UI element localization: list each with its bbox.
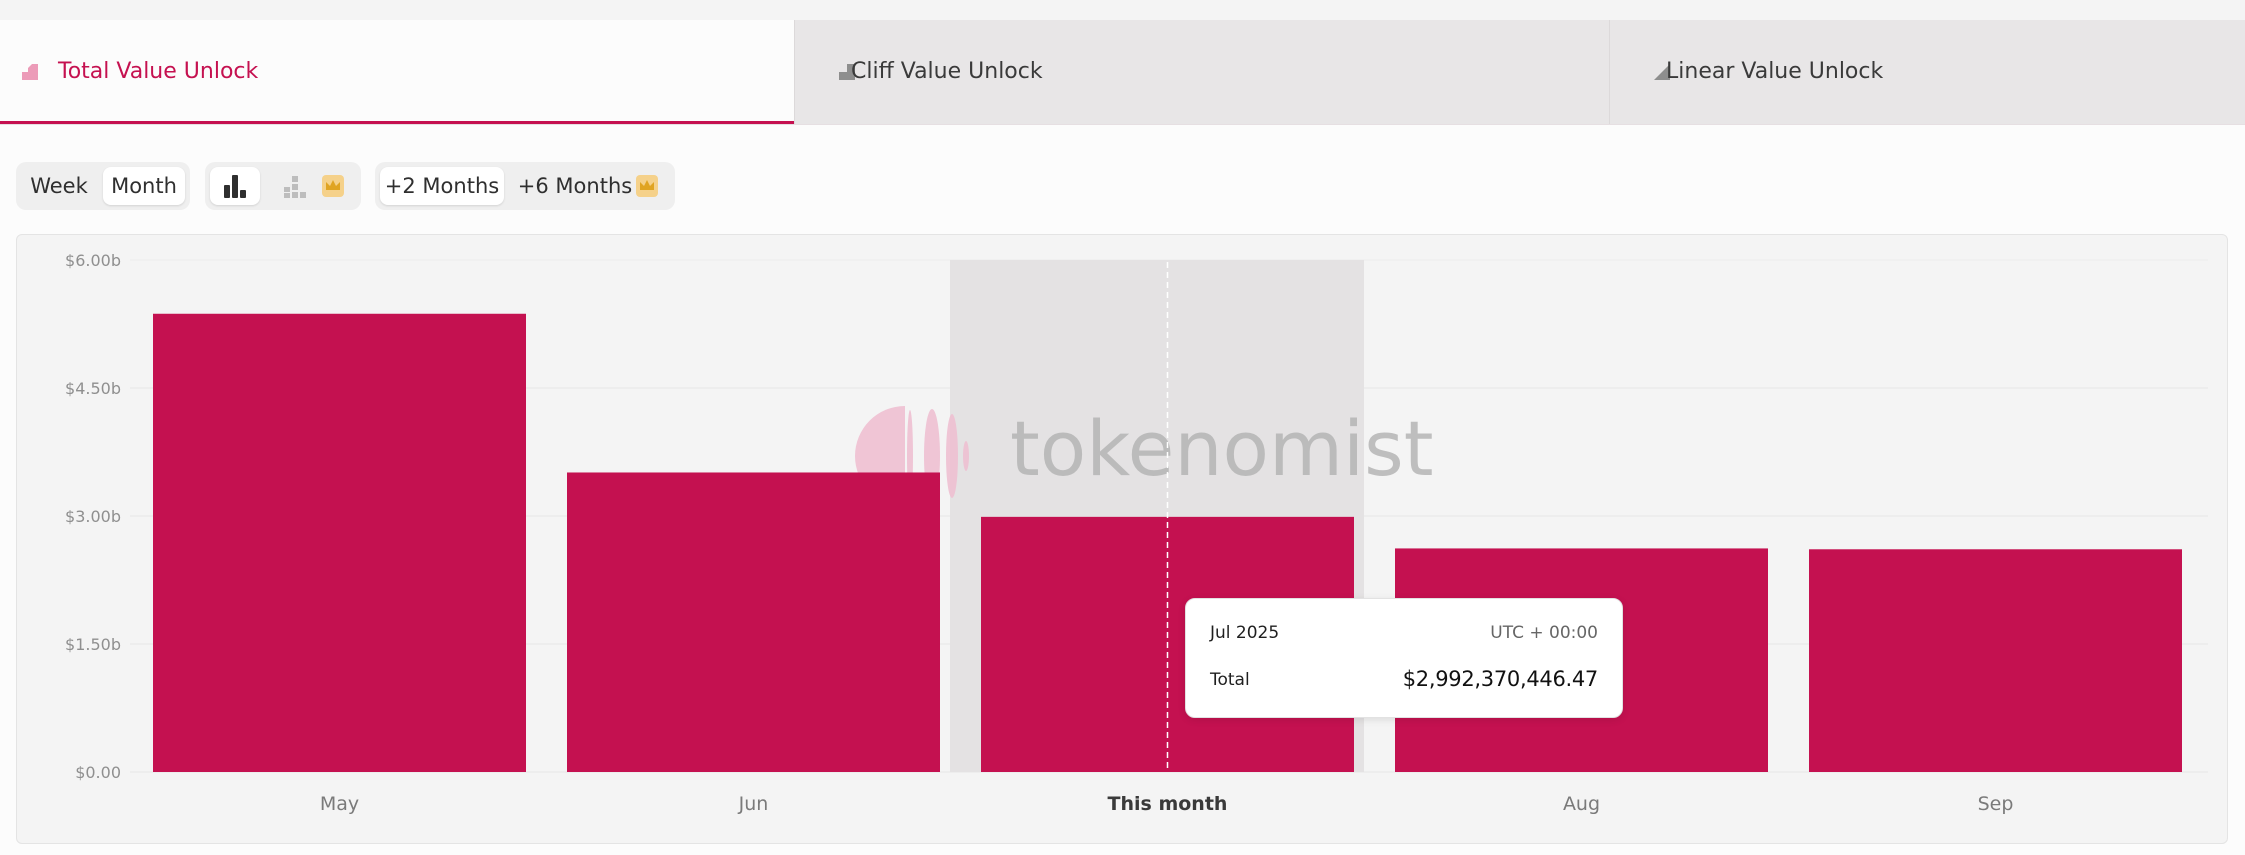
top-strip [0,0,2245,20]
premium-crown-icon [636,175,658,197]
tooltip-value: $2,992,370,446.47 [1402,667,1599,691]
linear-unlock-icon [1654,64,1670,80]
tab-total-value-unlock[interactable]: Total Value Unlock [0,20,794,124]
x-tick-label: Jun [738,793,769,815]
ticks-layer: $0.00 $1.50b $3.00b $4.50b $6.00b May Jun This … [65,251,2013,815]
crown-icon [322,175,344,197]
month-button[interactable]: Month [103,167,185,205]
x-tick-label: This month [1108,793,1228,815]
y-tick-label: $0.00 [75,763,121,782]
tab-total-label: Total Value Unlock [58,59,259,84]
watermark: tokenomist [855,404,1434,506]
total-unlock-icon [22,64,38,80]
hover-tooltip: Jul 2025 UTC + 00:00 Total $2,992,370,44… [1185,598,1623,718]
granularity-toggle: Week Month [16,162,190,210]
watermark-text: tokenomist [1010,404,1434,493]
bar-sep[interactable] [1809,549,2182,772]
range-toggle: +2 Months +6 Months [375,162,675,210]
y-tick-label: $3.00b [65,507,121,526]
tooltip-date: Jul 2025 [1210,623,1280,643]
stacked-bar-chart-button[interactable] [270,167,318,205]
bar-chart-button[interactable] [210,167,260,205]
y-tick-label: $1.50b [65,635,121,654]
x-tick-label: May [320,793,359,815]
tab-cliff-value-unlock[interactable]: Cliff Value Unlock [794,20,1609,124]
bar-may[interactable] [153,313,526,772]
tooltip-timezone: UTC + 00:00 [1490,623,1598,643]
tab-cliff-label: Cliff Value Unlock [851,59,1043,84]
tab-linear-value-unlock[interactable]: Linear Value Unlock [1609,20,2245,124]
week-button[interactable]: Week [30,174,88,198]
y-tick-label: $6.00b [65,251,121,270]
tooltip-label: Total [1210,670,1250,690]
unlock-tabs: Total Value Unlock Cliff Value Unlock Li… [0,20,2245,125]
plus-2-months-button[interactable]: +2 Months [380,167,504,205]
x-tick-label: Aug [1563,793,1600,815]
cliff-unlock-icon [839,64,855,80]
plus-6-months-button[interactable]: +6 Months [517,174,633,198]
stacked-bar-chart-icon [284,176,306,198]
x-tick-label: Sep [1978,793,2014,815]
tab-linear-label: Linear Value Unlock [1666,59,1884,84]
chart-style-toggle [205,162,361,210]
y-tick-label: $4.50b [65,379,121,398]
bar-chart-icon [224,175,246,198]
bar-jun[interactable] [567,472,940,772]
